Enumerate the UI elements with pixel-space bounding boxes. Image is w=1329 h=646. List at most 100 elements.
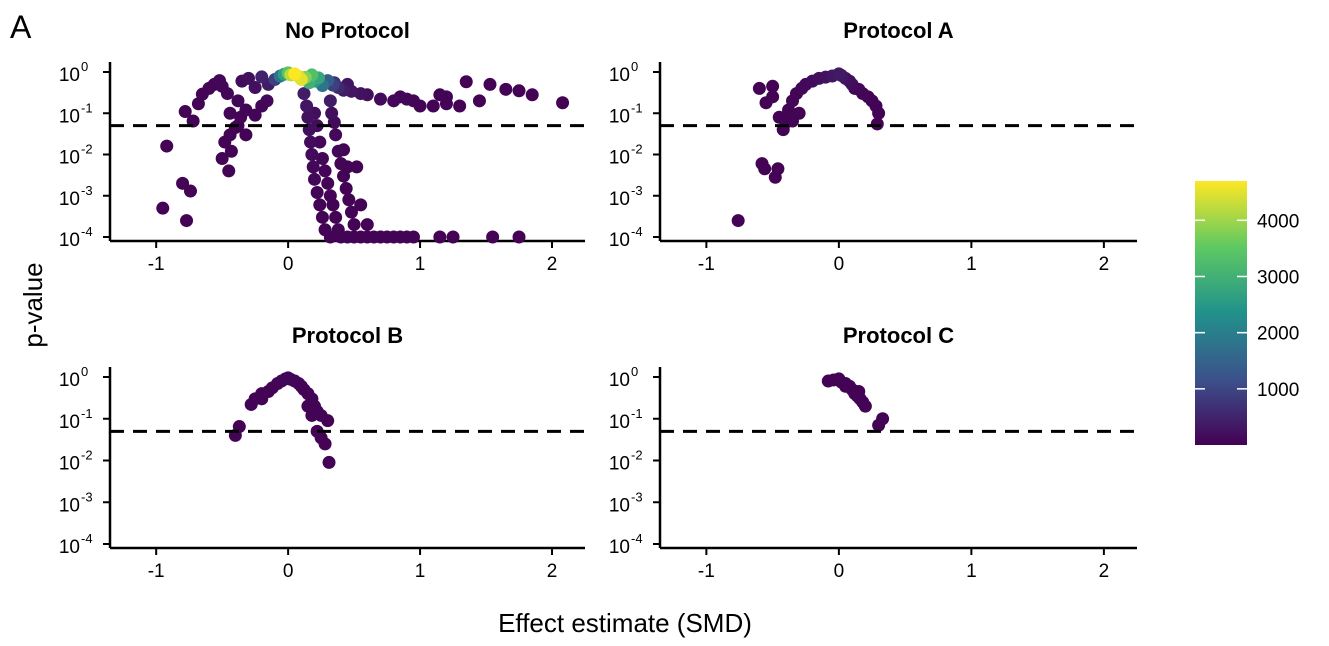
y-tick-label: 10 <box>59 148 80 169</box>
data-point <box>331 144 345 158</box>
data-point <box>281 371 295 385</box>
y-tick-label: 10 <box>59 65 80 86</box>
data-point <box>313 135 327 149</box>
data-point <box>314 408 328 422</box>
data-point <box>325 106 339 120</box>
data-point <box>872 106 886 120</box>
data-point <box>323 94 337 108</box>
data-point <box>301 110 315 124</box>
y-tick-label: 10 <box>59 189 80 210</box>
x-tick-label: 0 <box>834 254 845 275</box>
y-tick-exponent: 0 <box>81 364 88 379</box>
data-point <box>731 214 745 228</box>
data-point <box>350 160 364 174</box>
data-point <box>223 106 237 120</box>
data-point <box>852 384 866 398</box>
data-point <box>766 79 780 93</box>
data-point <box>321 176 335 190</box>
y-tick-label: 10 <box>59 230 80 251</box>
data-point <box>180 214 194 228</box>
y-tick-label: 10 <box>609 495 630 516</box>
data-point <box>426 99 440 113</box>
data-point <box>183 184 197 198</box>
data-point <box>318 437 332 451</box>
data-point <box>758 162 772 176</box>
y-tick-label: 10 <box>59 106 80 127</box>
y-tick-label: 10 <box>609 106 630 127</box>
y-tick-label: 10 <box>609 454 630 475</box>
points <box>228 371 336 469</box>
y-tick-exponent: -4 <box>81 224 93 239</box>
x-tick-label: 1 <box>966 561 977 582</box>
facet-panels: No Protocol-1 0 1 210-410-310-210-110 0Proto… <box>59 18 1137 582</box>
data-point <box>248 108 262 122</box>
data-point <box>178 105 192 119</box>
y-tick-exponent: -2 <box>81 142 93 157</box>
data-point <box>839 379 852 393</box>
x-tick-label: 1 <box>966 254 977 275</box>
y-tick-exponent: 0 <box>631 59 638 74</box>
data-point <box>160 139 174 153</box>
data-point <box>288 67 302 81</box>
data-point <box>433 230 447 244</box>
y-tick-exponent: -4 <box>631 224 643 239</box>
data-point <box>339 181 353 195</box>
data-point <box>260 94 274 108</box>
y-tick-exponent: -1 <box>81 100 93 115</box>
y-tick-exponent: -4 <box>81 531 93 546</box>
data-point <box>306 160 320 174</box>
x-tick-label: 0 <box>283 254 294 275</box>
colorbar-tick-label: 2000 <box>1257 324 1299 345</box>
data-point <box>305 148 319 161</box>
data-point <box>344 205 358 219</box>
y-tick-label: 10 <box>59 495 80 516</box>
data-point <box>525 88 539 102</box>
y-tick-exponent: -3 <box>631 183 643 198</box>
y-tick-exponent: -1 <box>81 406 93 421</box>
data-point <box>439 90 453 104</box>
colorbar-gradient <box>1195 181 1247 445</box>
data-point <box>387 94 401 108</box>
y-tick-exponent: 0 <box>81 59 88 74</box>
data-point <box>472 94 486 108</box>
y-tick-label: 10 <box>609 412 630 433</box>
data-point <box>329 210 343 224</box>
y-tick-exponent: -3 <box>81 489 93 504</box>
colorbar-tick-label: 1000 <box>1257 380 1299 401</box>
data-point <box>215 151 229 165</box>
x-tick-label: 2 <box>1099 561 1110 582</box>
data-point <box>360 218 374 232</box>
data-point <box>329 128 343 142</box>
data-point <box>222 164 236 178</box>
data-point <box>326 198 340 212</box>
x-tick-label: 2 <box>547 561 558 582</box>
data-point <box>239 128 253 142</box>
y-tick-exponent: -3 <box>631 489 643 504</box>
x-tick-label: 0 <box>834 561 845 582</box>
panel-title: Protocol C <box>843 323 954 348</box>
data-point <box>224 144 238 158</box>
x-tick-label: -1 <box>698 561 715 582</box>
y-tick-exponent: -2 <box>631 142 643 157</box>
y-tick-exponent: -3 <box>81 183 93 198</box>
data-point <box>446 230 460 244</box>
x-tick-label: 1 <box>415 254 426 275</box>
data-point <box>354 198 368 212</box>
x-tick-label: -1 <box>148 254 165 275</box>
y-tick-label: 10 <box>609 148 630 169</box>
data-point <box>459 75 473 89</box>
y-tick-label: 10 <box>59 412 80 433</box>
x-axis-title: Effect estimate (SMD) <box>498 608 752 638</box>
y-tick-label: 10 <box>609 370 630 391</box>
y-tick-label: 10 <box>59 454 80 475</box>
data-point <box>313 198 327 212</box>
data-point <box>858 399 872 413</box>
panel-title: No Protocol <box>285 18 410 43</box>
y-tick-exponent: -4 <box>631 531 643 546</box>
x-tick-label: -1 <box>698 254 715 275</box>
